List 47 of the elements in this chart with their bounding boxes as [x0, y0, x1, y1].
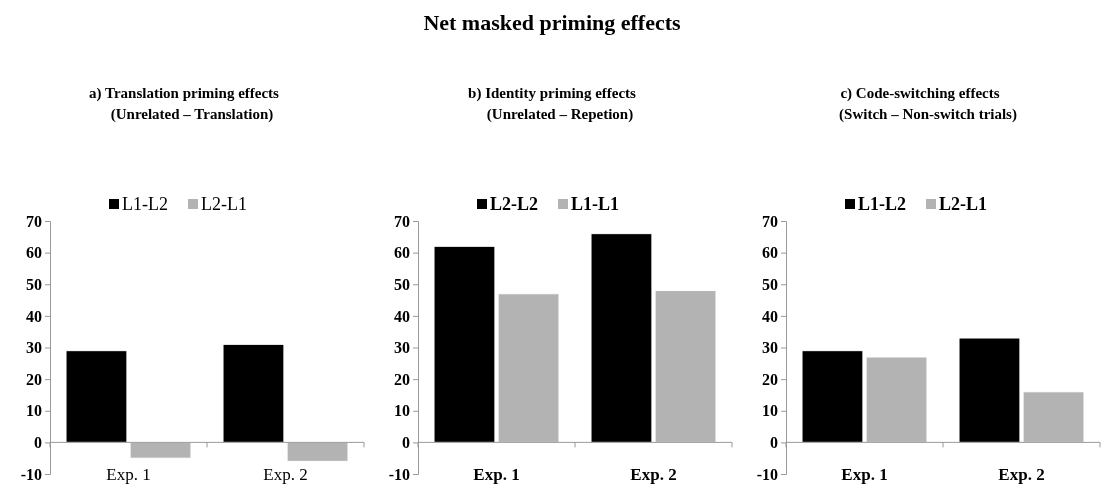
y-tick-label: 60: [394, 244, 410, 262]
legend-label: L1-L2: [122, 194, 168, 214]
y-tick-label: 20: [394, 370, 410, 388]
y-tick-label: 10: [394, 402, 410, 420]
legend-label: L1-L2: [858, 194, 907, 214]
x-tick-label: Exp. 2: [263, 465, 308, 484]
y-tick-label: 50: [26, 275, 42, 293]
y-tick-label: 30: [762, 339, 778, 357]
y-tick-label: -10: [756, 465, 778, 483]
y-tick-label: 0: [770, 433, 778, 451]
x-tick-label: Exp. 2: [630, 465, 677, 484]
y-tick-label: 60: [26, 244, 42, 262]
legend-label: L2-L2: [490, 194, 539, 214]
y-tick-label: 40: [762, 307, 778, 325]
y-tick-label: 70: [26, 212, 42, 230]
x-tick-label: Exp. 1: [473, 465, 520, 484]
y-tick-label: 30: [26, 339, 42, 357]
bar: [222, 343, 285, 443]
y-tick-label: 0: [402, 433, 410, 451]
y-tick-label: 60: [762, 244, 778, 262]
bar: [65, 350, 128, 443]
x-tick-label: Exp. 2: [998, 465, 1045, 484]
y-tick-label: 20: [762, 370, 778, 388]
y-tick-label: 10: [762, 402, 778, 420]
y-tick-label: -10: [20, 465, 42, 483]
legend-label: L2-L1: [939, 194, 988, 214]
chart-subtitle: c) Code-switching effects (Switch – Non-switch trials): [839, 85, 1017, 123]
y-tick-label: 20: [26, 370, 42, 388]
x-tick-label: Exp. 1: [841, 465, 888, 484]
y-tick-label: 10: [26, 402, 42, 420]
y-tick-label: 70: [394, 212, 410, 230]
chart-title: Net masked priming effects: [423, 10, 682, 35]
y-tick-label: 40: [26, 307, 42, 325]
chart-subtitle: a) Translation priming effects (Unrelated – Translation): [89, 85, 280, 123]
y-tick-label: 50: [762, 275, 778, 293]
y-tick-label: 40: [394, 307, 410, 325]
y-tick-label: 0: [34, 433, 42, 451]
bar: [129, 441, 192, 459]
chart-subtitle: b) Identity priming effects (Unrelated – Repetion): [468, 85, 637, 123]
y-tick-label: 70: [762, 212, 778, 230]
y-tick-label: 50: [394, 275, 410, 293]
legend-label: L1-L1: [571, 194, 620, 214]
bar: [286, 441, 349, 462]
y-tick-label: 30: [394, 339, 410, 357]
legend-label: L2-L1: [200, 194, 247, 214]
y-tick-label: -10: [388, 465, 410, 483]
x-tick-label: Exp. 1: [106, 465, 151, 484]
